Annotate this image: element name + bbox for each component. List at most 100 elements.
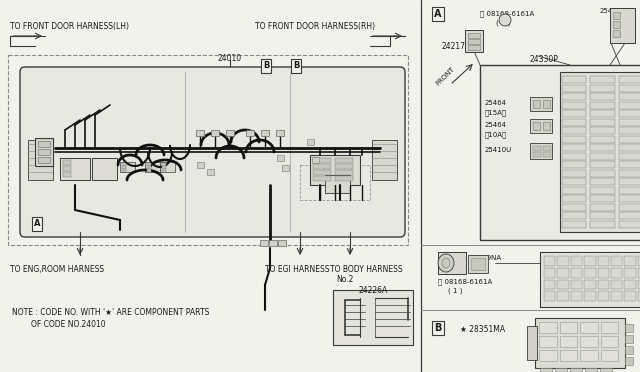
Bar xyxy=(207,169,214,175)
Bar xyxy=(611,279,622,289)
Bar xyxy=(468,255,488,273)
Bar xyxy=(246,130,254,136)
Bar xyxy=(562,170,586,176)
Bar xyxy=(335,176,353,181)
Bar xyxy=(559,350,577,361)
Text: A: A xyxy=(34,219,40,228)
Bar xyxy=(147,166,151,169)
Bar xyxy=(335,164,353,169)
Bar xyxy=(613,21,620,28)
Bar xyxy=(438,252,466,274)
Bar xyxy=(619,110,640,117)
Bar xyxy=(197,162,204,168)
Bar xyxy=(619,221,640,228)
Bar xyxy=(162,166,166,169)
Bar xyxy=(557,279,569,289)
Text: TO EGI HARNESS: TO EGI HARNESS xyxy=(265,265,330,274)
Bar xyxy=(590,195,614,202)
Bar xyxy=(590,178,614,185)
Bar xyxy=(539,336,557,347)
Bar xyxy=(333,290,413,345)
Bar xyxy=(543,100,550,108)
Bar xyxy=(162,163,166,166)
Bar xyxy=(60,158,90,180)
Bar xyxy=(557,268,569,278)
Bar xyxy=(562,178,586,185)
Bar xyxy=(145,162,160,172)
Bar xyxy=(590,102,614,109)
Bar xyxy=(277,155,284,161)
Bar xyxy=(468,39,480,44)
Bar xyxy=(278,240,286,246)
Bar xyxy=(562,135,586,142)
Bar xyxy=(276,130,284,136)
Bar xyxy=(624,256,636,266)
Bar xyxy=(619,76,640,83)
Bar xyxy=(313,176,331,181)
Bar xyxy=(300,165,370,200)
Text: TO FRONT DOOR HARNESS(RH): TO FRONT DOOR HARNESS(RH) xyxy=(255,22,375,31)
Bar xyxy=(624,291,636,301)
Bar xyxy=(571,268,582,278)
Bar xyxy=(562,161,586,168)
Bar xyxy=(613,12,620,19)
Bar xyxy=(590,186,614,193)
Bar xyxy=(555,368,567,372)
Bar xyxy=(312,157,319,163)
Bar xyxy=(570,368,582,372)
Bar xyxy=(63,166,71,171)
Bar xyxy=(571,291,582,301)
Bar xyxy=(562,102,586,109)
Bar xyxy=(313,164,331,169)
Bar xyxy=(619,203,640,211)
Bar xyxy=(562,186,586,193)
Bar xyxy=(619,135,640,142)
Text: OF CODE NO.24010: OF CODE NO.24010 xyxy=(12,320,106,329)
Bar xyxy=(598,268,609,278)
Text: TO ENG,ROOM HARNESS: TO ENG,ROOM HARNESS xyxy=(10,265,104,274)
Text: 24217: 24217 xyxy=(442,42,466,51)
Bar xyxy=(471,258,485,270)
Bar xyxy=(590,203,614,211)
Bar xyxy=(468,45,480,50)
Bar xyxy=(530,97,552,111)
Bar xyxy=(590,144,614,151)
Bar xyxy=(313,170,331,175)
Bar xyxy=(160,162,175,172)
Bar xyxy=(590,221,614,228)
Bar xyxy=(533,146,541,151)
Ellipse shape xyxy=(442,258,450,268)
Bar xyxy=(122,169,126,171)
Bar xyxy=(120,162,135,172)
Bar xyxy=(260,240,268,246)
Bar xyxy=(637,268,640,278)
Bar xyxy=(8,55,408,245)
Bar xyxy=(282,165,289,171)
Bar xyxy=(590,153,614,160)
FancyBboxPatch shape xyxy=(20,67,405,237)
Bar xyxy=(162,169,166,171)
Text: TO FRONT DOOR HARNESS(LH): TO FRONT DOOR HARNESS(LH) xyxy=(10,22,129,31)
Bar xyxy=(559,322,577,333)
Text: ( 1 ): ( 1 ) xyxy=(496,19,511,26)
Bar xyxy=(619,102,640,109)
Bar xyxy=(619,127,640,134)
Bar xyxy=(562,221,586,228)
Bar xyxy=(562,127,586,134)
Bar xyxy=(559,336,577,347)
Bar xyxy=(637,279,640,289)
Bar xyxy=(590,119,614,125)
Bar xyxy=(619,93,640,100)
Bar xyxy=(580,322,598,333)
Text: 25464: 25464 xyxy=(485,122,507,128)
Bar xyxy=(544,268,556,278)
Bar xyxy=(584,291,595,301)
Bar xyxy=(611,291,622,301)
Bar xyxy=(619,84,640,92)
Text: B: B xyxy=(435,323,442,333)
Bar xyxy=(147,163,151,166)
Bar xyxy=(590,161,614,168)
Bar xyxy=(38,141,50,147)
Bar xyxy=(600,336,618,347)
Bar xyxy=(147,169,151,171)
